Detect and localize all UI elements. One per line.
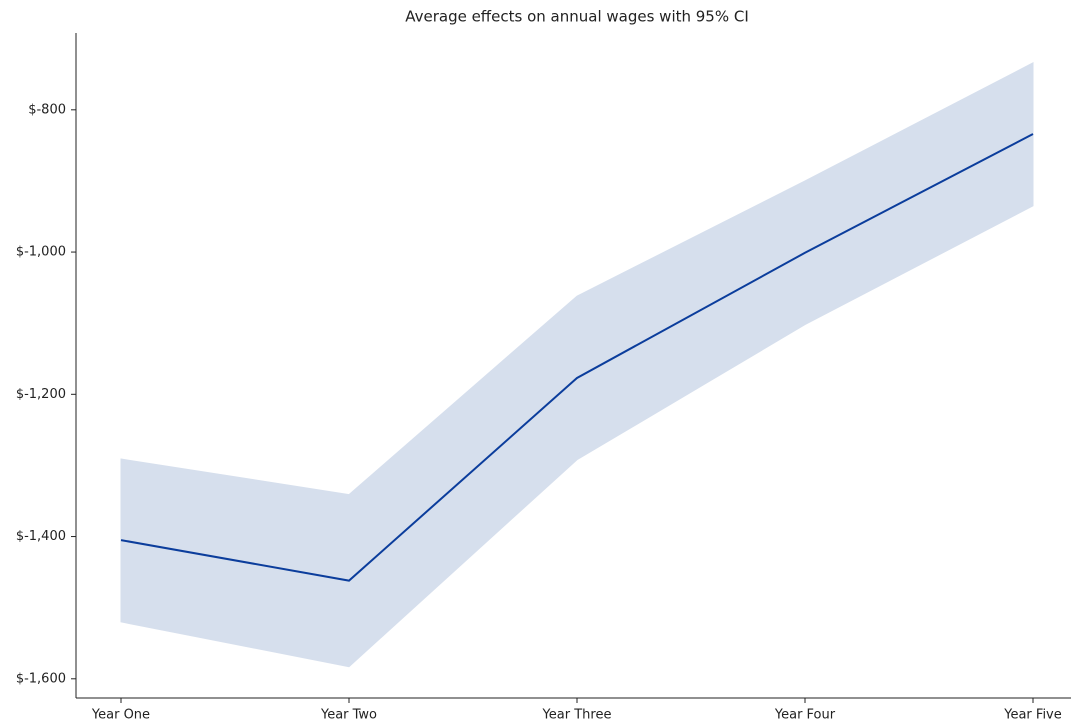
y-tick-label: $-1,600	[16, 671, 66, 686]
x-tick-label: Year Four	[774, 708, 836, 723]
y-tick-label: $-800	[28, 102, 66, 117]
x-tick-label: Year Five	[1003, 708, 1062, 723]
line	[120, 133, 1034, 582]
ci-band	[120, 62, 1034, 668]
x-tick-label: Year One	[91, 708, 150, 723]
y-tick-label: $-1,200	[16, 387, 66, 402]
y-tick-label: $-1,000	[16, 245, 66, 260]
y-tick-label: $-1,400	[16, 529, 66, 544]
x-tick-label: Year Two	[320, 708, 377, 723]
x-tick-label: Year Three	[542, 708, 612, 723]
chart-title: Average effects on annual wages with 95%…	[405, 8, 749, 26]
